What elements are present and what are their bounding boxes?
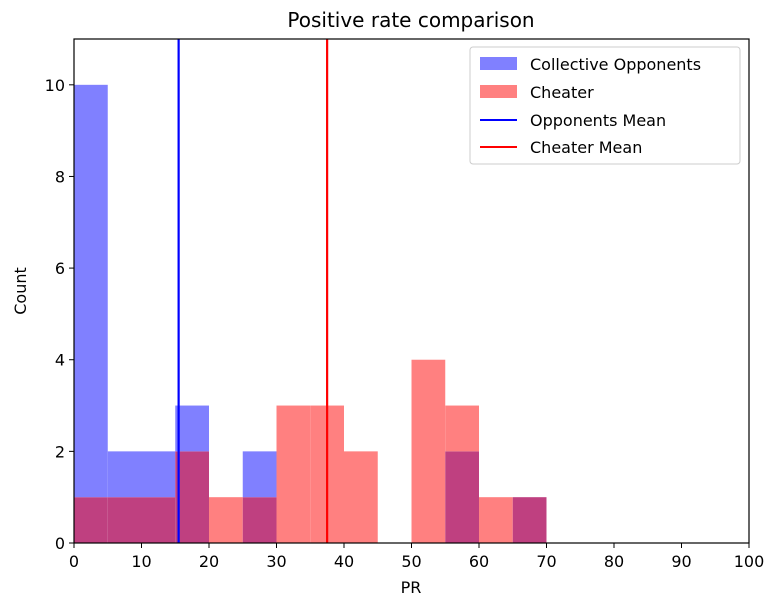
bar-overlap <box>445 451 479 543</box>
legend-frame <box>469 46 741 165</box>
y-tick-label: 2 <box>55 442 65 461</box>
x-tick-label: 80 <box>604 552 624 571</box>
bar-opponents <box>74 84 108 498</box>
x-tick-label: 100 <box>734 552 765 571</box>
bar-cheater <box>445 405 479 452</box>
legend-label-opponents-mean: Opponents Mean <box>530 111 666 130</box>
x-tick-label: 0 <box>69 552 79 571</box>
bar-cheater <box>479 497 513 543</box>
bar-cheater <box>344 451 378 543</box>
bar-overlap <box>74 497 108 543</box>
x-axis-ticks: 0 10 20 30 40 50 60 70 80 90 100 <box>69 543 764 571</box>
x-tick-label: 60 <box>469 552 489 571</box>
mean-lines-layer <box>177 39 329 543</box>
bar-cheater <box>276 405 311 543</box>
bar-overlap <box>242 497 277 543</box>
x-tick-label: 20 <box>199 552 219 571</box>
bar-opponents <box>107 451 142 498</box>
x-tick-label: 10 <box>131 552 151 571</box>
y-axis-ticks: 0 2 4 6 8 10 <box>45 76 74 553</box>
chart-title: Positive rate comparison <box>287 8 534 32</box>
legend-label-cheater: Cheater <box>530 83 594 102</box>
legend-label-opponents: Collective Opponents <box>530 55 701 74</box>
bar-overlap <box>512 497 547 543</box>
bar-overlap <box>107 497 142 543</box>
y-tick-label: 0 <box>55 534 65 553</box>
y-tick-label: 4 <box>55 351 65 370</box>
legend: Collective Opponents Cheater Opponents M… <box>469 46 741 165</box>
y-tick-label: 8 <box>55 167 65 186</box>
y-tick-label: 10 <box>45 76 65 95</box>
y-axis-label: Count <box>11 267 30 315</box>
x-tick-label: 70 <box>536 552 556 571</box>
bar-cheater <box>411 359 446 543</box>
x-axis-label: PR <box>401 578 422 597</box>
x-tick-label: 50 <box>401 552 421 571</box>
bar-overlap <box>175 451 209 543</box>
bar-overlap <box>141 497 176 543</box>
legend-label-cheater-mean: Cheater Mean <box>530 138 642 157</box>
x-tick-label: 90 <box>671 552 691 571</box>
y-tick-label: 6 <box>55 259 65 278</box>
legend-swatch-opponents <box>480 57 517 70</box>
x-tick-label: 40 <box>334 552 354 571</box>
x-tick-label: 30 <box>266 552 286 571</box>
bar-opponents <box>141 451 176 498</box>
bar-opponents <box>242 451 277 498</box>
legend-swatch-cheater <box>480 85 517 98</box>
bar-cheater <box>209 497 243 543</box>
bar-opponents <box>175 405 209 452</box>
